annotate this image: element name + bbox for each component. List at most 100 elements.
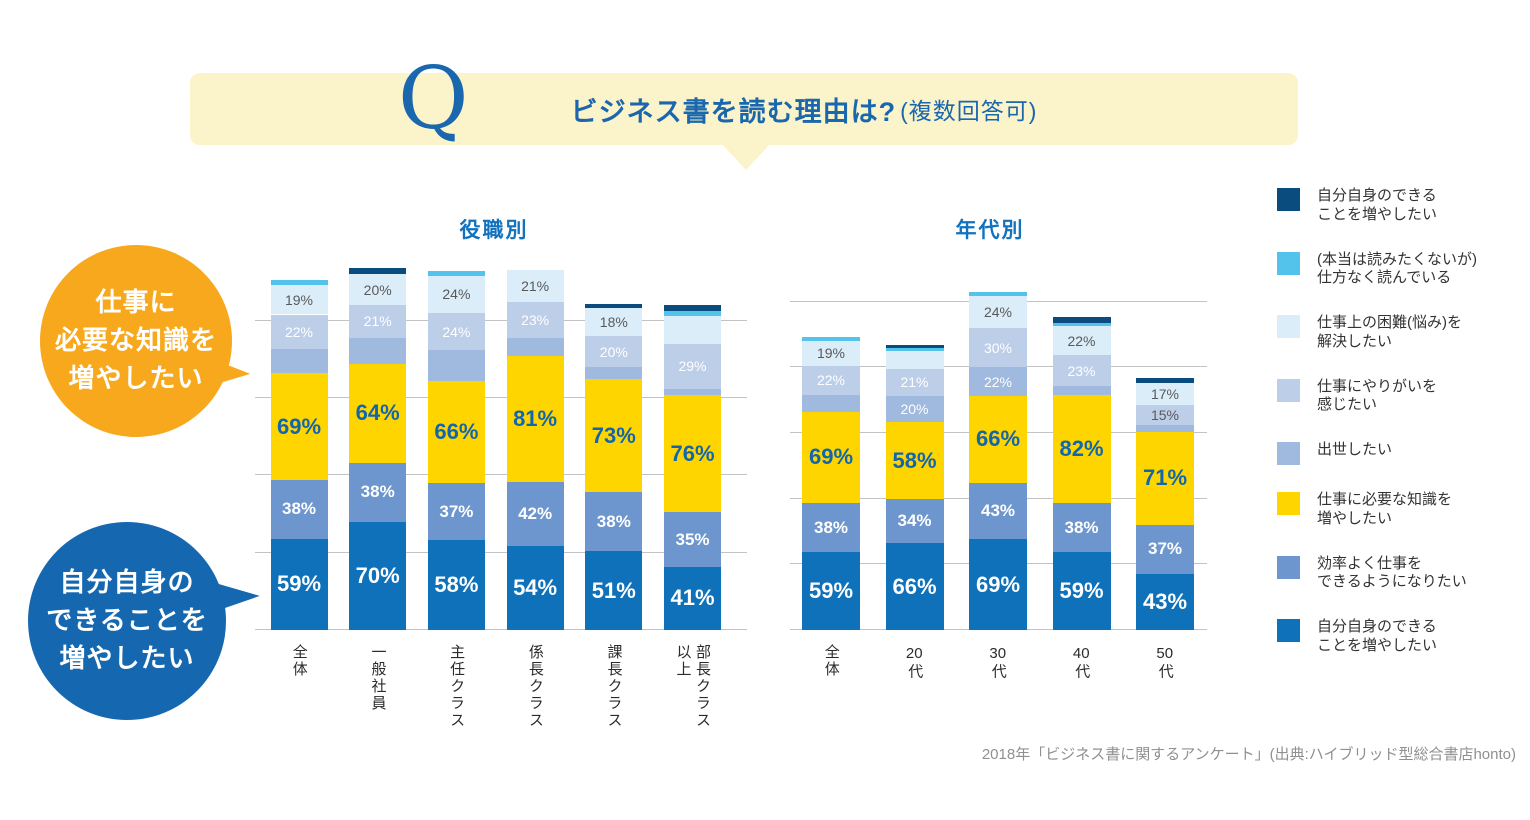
- stacked-bar: 69% 43% 66% 22% 30% 24%: [969, 230, 1027, 630]
- bar-segment: [1136, 377, 1194, 383]
- segment-value-label: 59%: [276, 571, 322, 597]
- axis-category-label: 係長クラス: [526, 644, 544, 729]
- segment-value-label: 43%: [1142, 588, 1188, 614]
- bar-segment: 15%: [1136, 405, 1194, 426]
- segment-value-label: 20%: [363, 281, 392, 298]
- bar-segment: 73%: [585, 379, 643, 493]
- stacked-bar: 66% 34% 58% 20% 21%: [885, 230, 944, 630]
- bar-segment: 38%: [270, 479, 328, 539]
- axis-category-label: 50代: [1156, 645, 1174, 681]
- axis-category-label: 全体: [290, 644, 308, 678]
- bar-segment: 38%: [1052, 502, 1111, 553]
- q-mark: Q: [398, 49, 469, 149]
- segment-value-label: 82%: [1059, 435, 1104, 461]
- bar-segment: 21%: [506, 269, 564, 303]
- bar-segment: [270, 348, 328, 374]
- legend-swatch-icon: [1277, 442, 1300, 465]
- bar-segment: 17%: [1136, 382, 1194, 406]
- axis-category-label: 一般社員: [369, 644, 387, 712]
- bar-segment: 21%: [349, 305, 407, 338]
- banner-subtitle: (複数回答可): [900, 98, 1038, 124]
- chart-title-by-age: 年代別: [955, 219, 1025, 242]
- banner-title: ビジネス書を読む理由は?: [570, 96, 897, 127]
- bar-segment: 58%: [427, 540, 485, 630]
- bar-segment: [664, 311, 721, 317]
- legend-label: 効率よく仕事を できるようになりたい: [1317, 554, 1467, 591]
- bar-segment: 70%: [349, 521, 407, 630]
- bar-segment: 37%: [427, 483, 485, 541]
- knowledge-bubble-line: 必要な知識を: [54, 325, 217, 356]
- segment-value-label: 22%: [1067, 332, 1096, 349]
- legend-swatch-icon: [1277, 492, 1300, 515]
- segment-value-label: 38%: [281, 499, 317, 519]
- chart-by-position: 59% 38% 69% 22% 19% 全体 70% 38% 64% 21% 20% 一般社員 58% 3…: [255, 230, 747, 729]
- bar-segment: 30%: [969, 327, 1027, 368]
- bar-segment: [506, 337, 564, 357]
- bar-segment: [802, 336, 860, 341]
- bar-segment: 20%: [585, 336, 643, 368]
- axis-category-label: 40代: [1072, 645, 1091, 681]
- bar-segment: 66%: [969, 396, 1027, 483]
- segment-value-label: 37%: [439, 501, 474, 521]
- gridline: [255, 397, 747, 399]
- legend-item: 仕事上の困難(悩み)を 解決したい: [1277, 314, 1477, 352]
- bar-segment: 42%: [506, 481, 564, 547]
- bar-segment: [1136, 425, 1194, 432]
- segment-value-label: 38%: [813, 517, 849, 537]
- bar-segment: 22%: [270, 314, 328, 349]
- axis-category-label: 主任クラス: [448, 644, 466, 729]
- bar-segment: 59%: [802, 552, 860, 630]
- segment-value-label: 24%: [442, 323, 471, 340]
- bar-segment: 69%: [802, 411, 860, 503]
- stacked-bar: 58% 37% 66% 24% 24%: [427, 230, 485, 630]
- bar-segment: 38%: [349, 462, 407, 522]
- bar-segment: [885, 351, 944, 369]
- axis-category-label: 20代: [905, 645, 924, 681]
- stacked-bar: 43% 37% 71% 15% 17%: [1136, 230, 1194, 630]
- bar-segment: 69%: [270, 373, 328, 480]
- bar-segment: [585, 367, 643, 380]
- chart-title-by-position: 役職別: [459, 219, 529, 242]
- segment-value-label: 19%: [284, 291, 314, 308]
- self-growth-bubble-line: 自分自身の: [59, 567, 195, 598]
- segment-value-label: 20%: [900, 401, 929, 418]
- segment-value-label: 30%: [983, 339, 1013, 356]
- bar-segment: 38%: [802, 502, 860, 553]
- bar-segment: [427, 271, 485, 276]
- gridline: [255, 629, 747, 630]
- segment-value-label: 22%: [284, 323, 314, 340]
- bar-segment: 82%: [1052, 394, 1111, 503]
- segment-value-label: 59%: [808, 578, 854, 604]
- bar-segment: 66%: [885, 543, 944, 630]
- bar-segment: 58%: [885, 422, 944, 499]
- legend-item: 仕事にやりがいを 感じたい: [1277, 378, 1477, 416]
- segment-value-label: 73%: [591, 422, 636, 448]
- bar-segment: 76%: [664, 394, 721, 513]
- bar-segment: 22%: [802, 365, 860, 395]
- chart-by-age: 59% 38% 69% 22% 19% 全体 66% 34% 58% 20% 21% 20代 69% 43…: [790, 230, 1207, 681]
- legend-swatch-icon: [1277, 251, 1300, 275]
- bar-segment: 23%: [506, 302, 564, 338]
- bar-segment: 81%: [506, 356, 564, 482]
- segment-value-label: 34%: [897, 510, 932, 530]
- segment-value-label: 21%: [900, 374, 929, 391]
- bar-segment: [1052, 317, 1111, 323]
- axis-category-label: 30代: [989, 645, 1007, 681]
- stacked-bar: 59% 38% 69% 22% 19%: [802, 230, 860, 630]
- stacked-bar: 70% 38% 64% 21% 20%: [349, 230, 407, 630]
- segment-value-label: 29%: [678, 358, 707, 375]
- bar-segment: [969, 292, 1027, 297]
- stacked-bar: 59% 38% 69% 22% 19%: [270, 230, 328, 630]
- banner-pointer: [722, 144, 770, 170]
- segment-value-label: 23%: [521, 311, 550, 328]
- segment-value-label: 42%: [518, 504, 553, 523]
- segment-value-label: 69%: [975, 571, 1021, 597]
- axis-category-label: 部長クラス以上: [674, 644, 712, 729]
- bar-segment: 37%: [1136, 524, 1194, 574]
- bar-segment: [1052, 385, 1111, 395]
- bar-segment: [664, 388, 721, 395]
- segment-value-label: 19%: [816, 345, 846, 362]
- segment-value-label: 17%: [1150, 386, 1180, 403]
- segment-value-label: 38%: [360, 482, 395, 502]
